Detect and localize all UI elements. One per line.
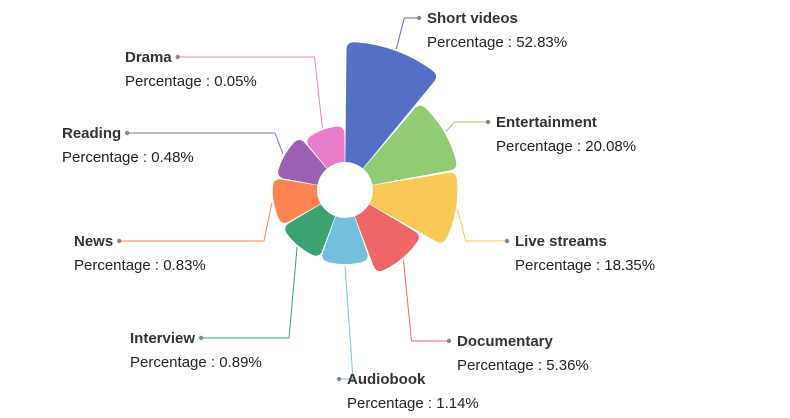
leader-line	[402, 259, 449, 342]
slice-label-value: Percentage : 1.14%	[347, 395, 479, 412]
leader-dot	[446, 338, 452, 344]
rose-slice-interview[interactable]	[285, 204, 336, 256]
rose-slice-live-streams[interactable]	[369, 172, 458, 243]
rose-slice-reading[interactable]	[278, 140, 327, 185]
rose-slice-audiobook[interactable]	[322, 216, 368, 265]
leader-line	[201, 247, 298, 339]
slice-label-value: Percentage : 0.05%	[125, 73, 257, 90]
rose-slice-news[interactable]	[272, 179, 321, 223]
leader-line	[119, 202, 273, 242]
rose-slice-entertainment[interactable]	[363, 105, 457, 185]
slice-label-name: Short videos	[427, 10, 518, 27]
leader-line	[127, 132, 284, 155]
slice-label-name: Interview	[130, 330, 195, 347]
leader-line	[445, 121, 488, 132]
leader-line	[457, 209, 507, 242]
rose-slice-documentary[interactable]	[354, 204, 419, 272]
slice-label-value: Percentage : 20.08%	[496, 138, 636, 155]
slice-label-name: Drama	[125, 49, 172, 66]
slice-label-value: Percentage : 0.48%	[62, 149, 194, 166]
leader-line	[177, 56, 323, 129]
slice-label-value: Percentage : 5.36%	[457, 357, 589, 374]
slice-label-name: News	[74, 233, 113, 250]
leader-dot	[336, 376, 342, 382]
leader-dot	[198, 335, 204, 341]
slice-label-name: Audiobook	[347, 371, 426, 388]
rose-slice-short-videos[interactable]	[345, 42, 437, 169]
leader-dot	[416, 15, 422, 21]
slice-label-name: Documentary	[457, 333, 554, 350]
slice-label-value: Percentage : 18.35%	[515, 257, 655, 274]
leader-line	[395, 17, 419, 50]
leader-dot	[485, 119, 491, 125]
slice-label-value: Percentage : 0.83%	[74, 257, 206, 274]
slice-label-value: Percentage : 52.83%	[427, 34, 567, 51]
leader-line	[339, 266, 354, 380]
rose-slice-drama[interactable]	[307, 126, 345, 169]
slice-label-name: Live streams	[515, 233, 607, 250]
slice-label-name: Entertainment	[496, 114, 597, 131]
leader-dot	[504, 238, 510, 244]
slice-label-value: Percentage : 0.89%	[130, 354, 262, 371]
slice-label-name: Reading	[62, 125, 121, 142]
leader-dot	[175, 54, 180, 60]
leader-dot	[116, 238, 122, 244]
leader-dot	[124, 130, 130, 136]
